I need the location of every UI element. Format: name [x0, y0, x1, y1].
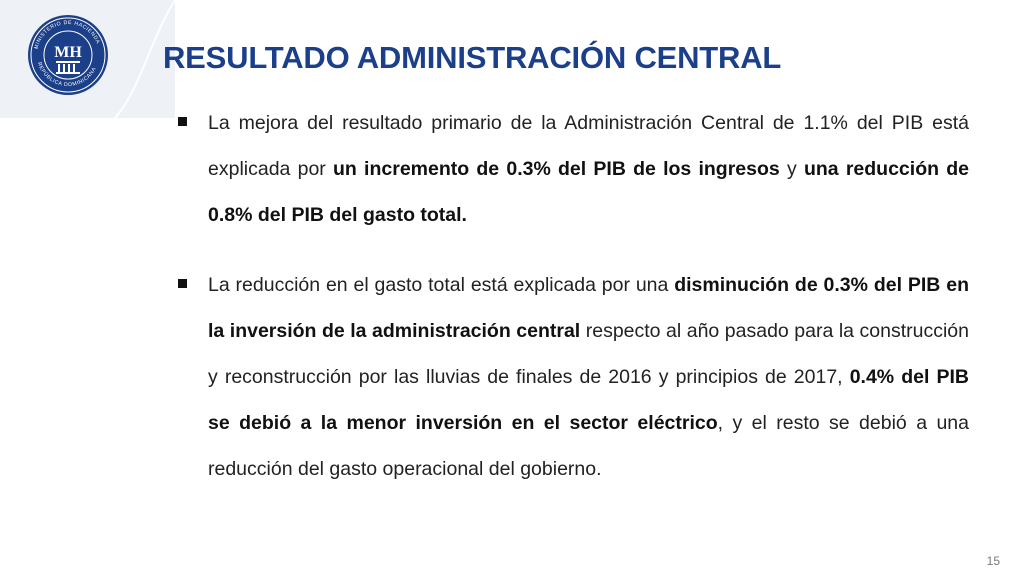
bullet-2-bold-electric-sector: 0.4% del PIB se debió a la menor inversi…	[208, 366, 969, 434]
square-bullet-icon	[178, 117, 187, 126]
bullet-2-text: La reducción en el gasto total está expl…	[208, 274, 675, 296]
bullet-1-bold-spending: una reducción de 0.8% del PIB del gasto …	[208, 158, 969, 226]
bullet-1-text-connector: y	[779, 158, 804, 180]
ministry-seal-logo: MINISTERIO DE HACIENDA REPÚBLICA DOMINIC…	[28, 15, 108, 95]
bullet-1-text: La mejora del resultado primario de la A…	[208, 112, 969, 180]
bullet-1-bold-revenue: un incremento de 0.3% del PIB de los ing…	[333, 158, 780, 180]
page-number: 15	[986, 554, 1000, 568]
bullet-list: La mejora del resultado primario de la A…	[176, 100, 969, 492]
square-bullet-icon	[178, 279, 187, 288]
bullet-2-bold-investment: disminución de 0.3% del PIB en la invers…	[208, 274, 969, 342]
bullet-2-text-end: , y el resto se debió a una reducción de…	[208, 412, 969, 480]
bullet-2-text-middle: respecto al año pasado para la construcc…	[208, 320, 969, 388]
svg-text:MH: MH	[54, 44, 82, 61]
bullet-item-2: La reducción en el gasto total está expl…	[176, 262, 969, 492]
bullet-item-1: La mejora del resultado primario de la A…	[176, 100, 969, 238]
slide-title: RESULTADO ADMINISTRACIÓN CENTRAL	[163, 40, 782, 75]
